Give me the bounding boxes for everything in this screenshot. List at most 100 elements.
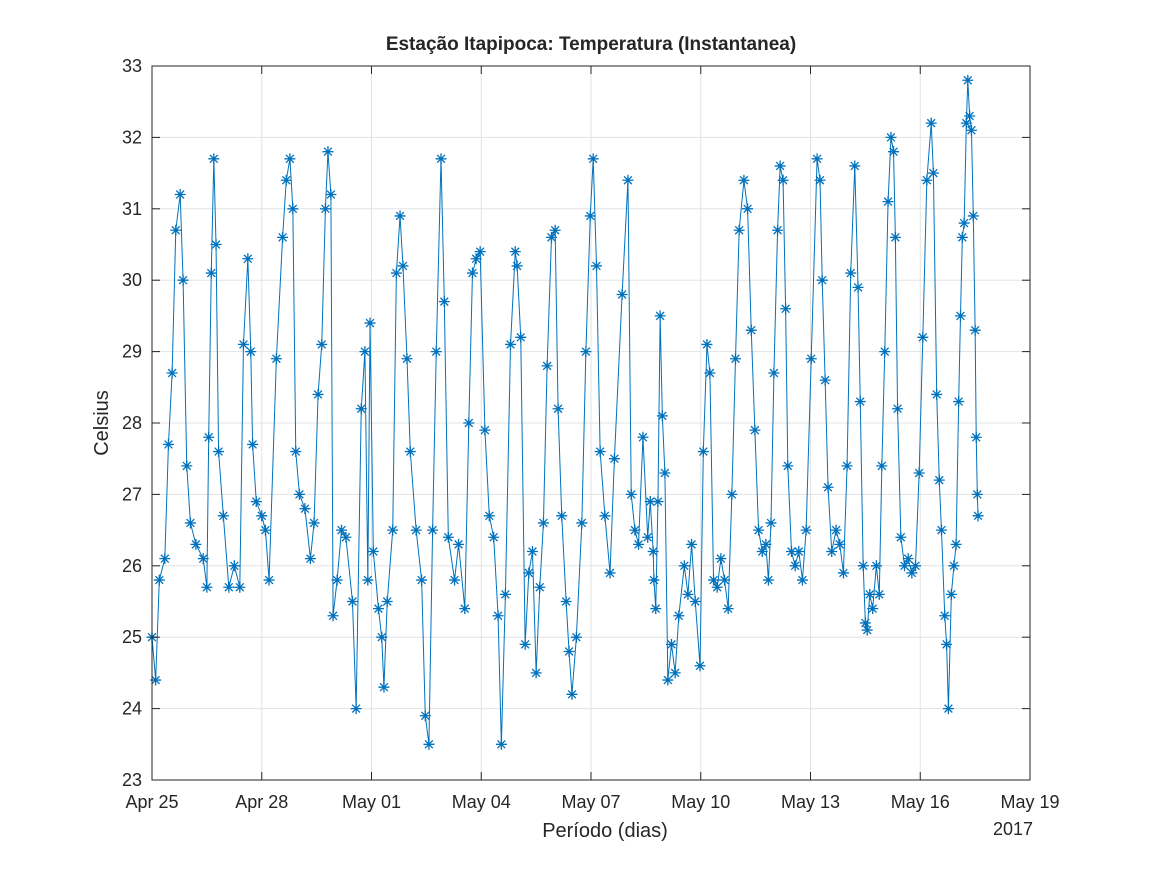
data-point xyxy=(423,738,435,750)
data-point xyxy=(509,246,521,258)
y-tick-label: 26 xyxy=(122,556,142,576)
x-tick-label: May 13 xyxy=(781,792,840,812)
data-point xyxy=(549,224,561,236)
data-point xyxy=(774,160,786,172)
data-point xyxy=(499,588,511,600)
data-point xyxy=(921,174,933,186)
data-point xyxy=(316,338,328,350)
data-point xyxy=(879,346,891,358)
data-point xyxy=(293,488,305,500)
data-point xyxy=(397,260,409,272)
x-tick-label: Apr 25 xyxy=(125,792,178,812)
data-point xyxy=(304,553,316,565)
data-point xyxy=(197,553,209,565)
data-point xyxy=(287,203,299,215)
data-point xyxy=(181,460,193,472)
data-point xyxy=(633,538,645,550)
data-point xyxy=(622,174,634,186)
data-point xyxy=(560,596,572,607)
data-point xyxy=(153,574,165,586)
data-point xyxy=(899,560,911,572)
data-point xyxy=(969,324,981,336)
data-point xyxy=(738,174,750,186)
data-point xyxy=(284,153,296,165)
data-point xyxy=(505,338,517,350)
data-point xyxy=(917,331,929,343)
data-point xyxy=(857,560,869,572)
data-point xyxy=(768,367,780,379)
year-label: 2017 xyxy=(993,819,1033,839)
data-point xyxy=(711,581,723,593)
data-point xyxy=(888,146,900,158)
data-point xyxy=(939,610,951,622)
data-point xyxy=(800,524,812,536)
data-point xyxy=(495,738,507,750)
data-point xyxy=(594,446,606,458)
data-point xyxy=(927,167,939,179)
data-point xyxy=(644,496,656,508)
data-point xyxy=(280,174,292,186)
data-point xyxy=(652,496,664,508)
data-point xyxy=(530,667,542,679)
data-point xyxy=(247,438,259,450)
data-point xyxy=(889,231,901,243)
x-tick-label: May 16 xyxy=(891,792,950,812)
data-point xyxy=(789,560,801,572)
data-point xyxy=(962,74,974,86)
data-point xyxy=(378,681,390,693)
chart-title: Estação Itapipoca: Temperatura (Instanta… xyxy=(386,34,796,55)
y-tick-label: 23 xyxy=(122,770,142,790)
data-point xyxy=(190,538,202,550)
data-point xyxy=(245,346,257,358)
data-point xyxy=(958,217,970,229)
data-point xyxy=(870,560,882,572)
data-point xyxy=(203,431,215,443)
data-point xyxy=(953,396,965,408)
data-point xyxy=(749,424,761,436)
data-point xyxy=(722,603,734,615)
data-point xyxy=(325,189,337,201)
data-point xyxy=(336,524,348,536)
data-point xyxy=(427,524,439,536)
x-tick-label: Apr 28 xyxy=(235,792,288,812)
data-point xyxy=(492,610,504,622)
data-point xyxy=(210,239,222,250)
data-point xyxy=(277,231,289,243)
data-point xyxy=(416,574,428,586)
data-point xyxy=(892,403,904,415)
plot-area xyxy=(146,74,984,750)
data-point xyxy=(960,117,972,129)
data-point xyxy=(659,467,671,479)
data-point xyxy=(845,267,857,279)
data-point xyxy=(948,560,960,572)
data-point xyxy=(150,674,162,686)
data-point xyxy=(526,546,538,558)
data-point xyxy=(608,453,620,465)
data-point xyxy=(453,538,465,550)
data-point xyxy=(967,210,979,222)
data-point xyxy=(616,288,628,300)
data-point xyxy=(669,667,681,679)
y-axis-label: Celsius xyxy=(91,390,113,456)
data-point xyxy=(449,574,461,586)
x-tick-label: May 07 xyxy=(561,792,620,812)
data-point xyxy=(466,267,478,279)
data-point xyxy=(906,567,918,579)
data-point xyxy=(459,603,471,615)
data-point xyxy=(854,396,866,408)
data-point xyxy=(256,510,268,522)
data-point xyxy=(523,567,535,579)
data-point xyxy=(954,310,966,322)
data-point xyxy=(355,403,367,415)
data-point xyxy=(762,574,774,586)
data-point xyxy=(390,267,402,279)
data-point xyxy=(964,110,976,122)
data-point xyxy=(590,260,602,272)
data-point xyxy=(364,317,376,329)
data-point xyxy=(642,531,654,543)
y-tick-label: 33 xyxy=(122,56,142,76)
data-point xyxy=(841,460,853,472)
data-point xyxy=(223,581,235,593)
data-point xyxy=(689,596,701,607)
data-point xyxy=(174,189,186,201)
